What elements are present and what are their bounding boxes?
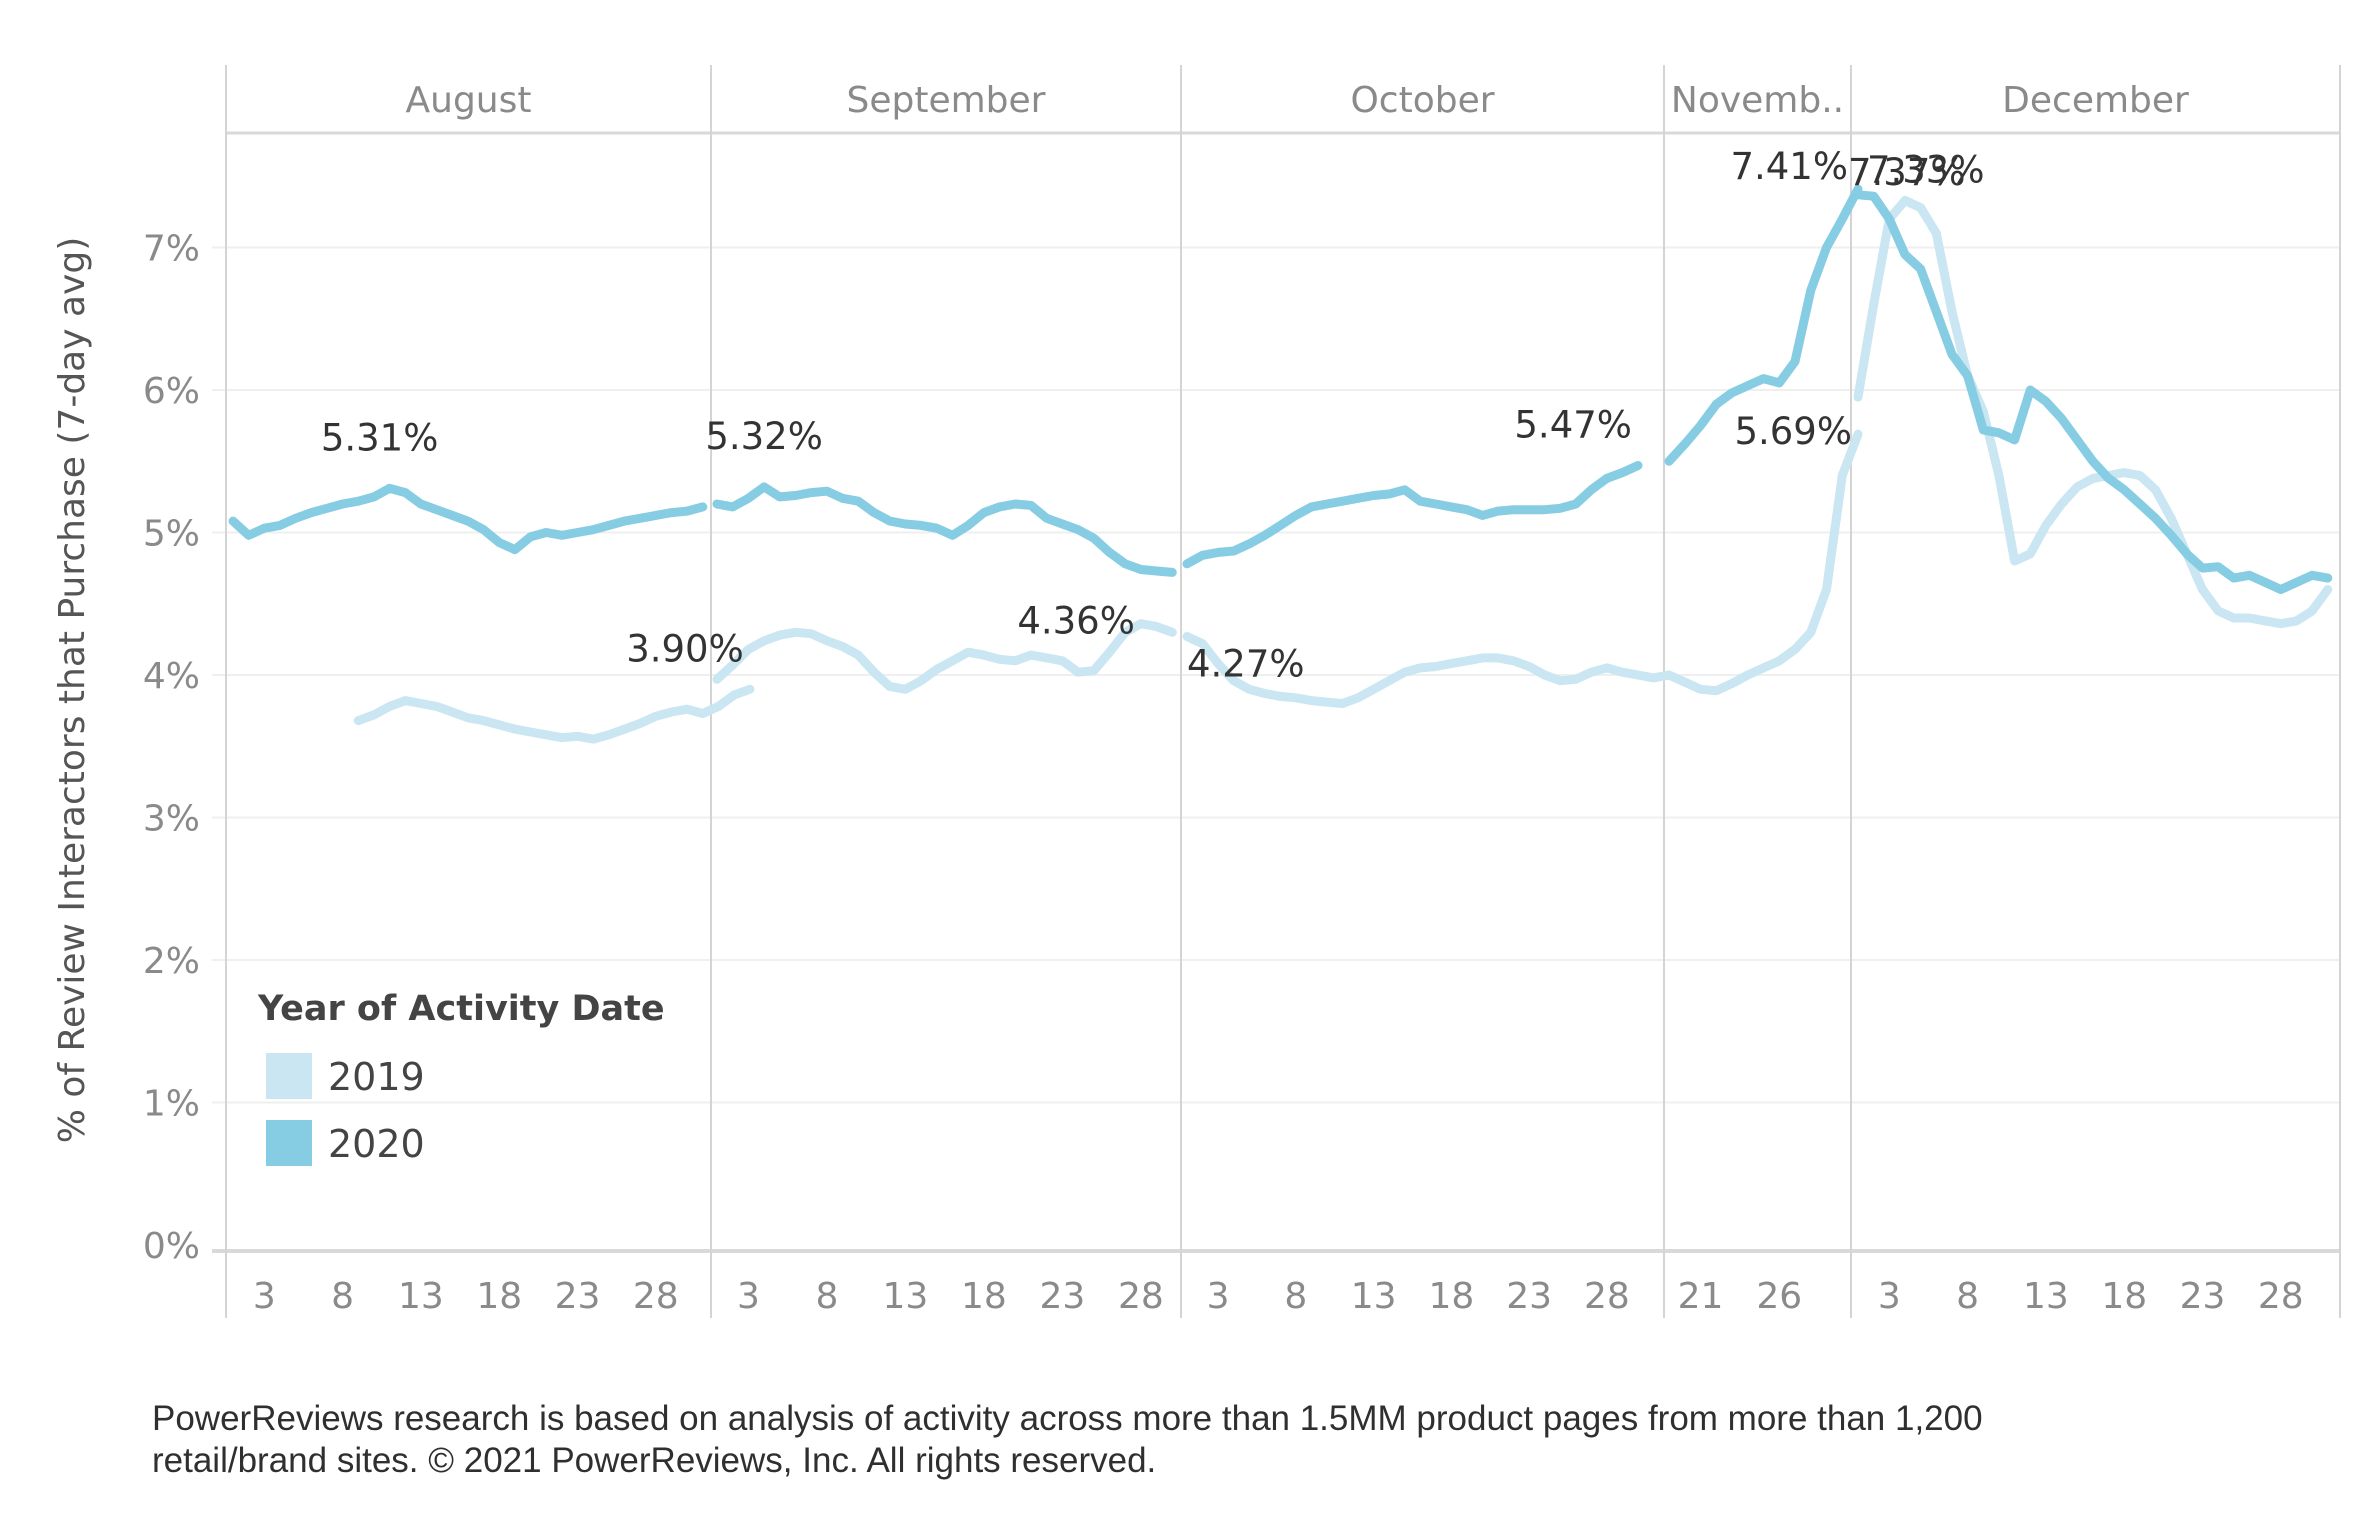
month-header: October <box>1350 80 1494 121</box>
y-axis-title: % of Review Interactors that Purchase (7… <box>52 237 93 1144</box>
data-label: 7.37% <box>1848 151 1966 194</box>
x-tick-label: 13 <box>1351 1276 1397 1317</box>
y-tick-label: 6% <box>143 371 200 412</box>
x-tick-label: 13 <box>2023 1276 2069 1317</box>
series-line-2020 <box>1664 184 1863 466</box>
month-header: September <box>847 80 1046 121</box>
x-tick-label: 3 <box>737 1276 760 1317</box>
x-tick-label: 28 <box>1584 1276 1630 1317</box>
x-tick-label: 13 <box>882 1276 928 1317</box>
x-tick-label: 28 <box>2258 1276 2304 1317</box>
month-header: December <box>2002 80 2189 121</box>
series-line-2019 <box>353 684 755 744</box>
y-tick-label: 3% <box>143 799 200 840</box>
x-tick-label: 23 <box>1506 1276 1552 1317</box>
footer-line-2: retail/brand sites. © 2021 PowerReviews,… <box>152 1441 1157 1480</box>
month-header: August <box>406 80 532 121</box>
x-tick-label: 3 <box>1878 1276 1901 1317</box>
data-label: 7.41% <box>1730 145 1848 188</box>
x-tick-label: 18 <box>961 1276 1007 1317</box>
series-line-2020 <box>1853 190 2333 594</box>
x-tick-label: 28 <box>633 1276 679 1317</box>
series <box>228 184 2333 744</box>
series-line-2019 <box>1182 632 1674 708</box>
x-axis-ticks: 3 8 13 18 23 28 3 8 13 18 23 28 3 8 13 18 23 28 21 26 3 8 13 18… <box>253 1276 2304 1317</box>
legend-item-2019[interactable]: 2019 <box>266 1053 425 1099</box>
y-tick-label: 7% <box>143 229 200 270</box>
y-tick-label: 1% <box>143 1084 200 1125</box>
x-tick-label: 26 <box>1756 1276 1802 1317</box>
series-line-2020 <box>1182 461 1643 569</box>
x-tick-label: 18 <box>476 1276 522 1317</box>
legend-label-2019: 2019 <box>328 1055 425 1099</box>
data-label: 4.36% <box>1017 600 1135 643</box>
data-label: 5.32% <box>705 415 823 458</box>
x-tick-label: 13 <box>398 1276 444 1317</box>
x-tick-label: 21 <box>1678 1276 1724 1317</box>
y-tick-label: 4% <box>143 656 200 697</box>
footer-disclaimer: PowerReviews research is based on analys… <box>152 1398 2302 1482</box>
x-tick-label: 23 <box>2180 1276 2226 1317</box>
month-headers: August September October Novemb.. December <box>406 80 2190 121</box>
x-tick-label: 18 <box>1428 1276 1474 1317</box>
x-tick-label: 8 <box>1956 1276 1979 1317</box>
series-line-2019 <box>1853 196 2333 629</box>
series-line-2019 <box>1664 429 1863 696</box>
x-tick-label: 28 <box>1118 1276 1164 1317</box>
data-label: 7.33% <box>1867 148 1985 191</box>
data-label: 3.90% <box>626 627 744 670</box>
series-line-2019 <box>712 619 1177 694</box>
y-tick-label: 5% <box>143 514 200 555</box>
footer-line-1: PowerReviews research is based on analys… <box>152 1399 1983 1438</box>
data-label: 5.69% <box>1734 410 1852 453</box>
x-tick-label: 8 <box>1284 1276 1307 1317</box>
data-label: 5.31% <box>321 416 439 459</box>
legend-label-2020: 2020 <box>328 1122 425 1166</box>
month-header: Novemb.. <box>1671 80 1844 121</box>
y-tick-label: 2% <box>143 941 200 982</box>
y-axis-ticks: 0% 1% 2% 3% 4% 5% 6% 7% <box>143 229 200 1268</box>
series-line-2020 <box>228 483 708 555</box>
legend-title: Year of Activity Date <box>257 989 665 1029</box>
legend: Year of Activity Date 2019 2020 <box>257 989 665 1166</box>
series-line-2020 <box>712 482 1177 577</box>
x-tick-label: 23 <box>555 1276 601 1317</box>
x-tick-label: 3 <box>1207 1276 1230 1317</box>
x-tick-label: 8 <box>331 1276 354 1317</box>
x-tick-label: 23 <box>1039 1276 1085 1317</box>
x-tick-label: 3 <box>253 1276 276 1317</box>
x-tick-label: 8 <box>815 1276 838 1317</box>
data-label: 4.27% <box>1187 643 1305 686</box>
y-tick-label: 0% <box>143 1226 200 1267</box>
legend-item-2020[interactable]: 2020 <box>266 1120 425 1166</box>
data-labels: 5.31% 5.32% 3.90% 4.36% 4.27% 5.47% 5.69% 7.41%… <box>321 145 1985 685</box>
legend-swatch-2019 <box>266 1053 312 1099</box>
x-tick-label: 18 <box>2101 1276 2147 1317</box>
legend-swatch-2020 <box>266 1120 312 1166</box>
chart-frame <box>212 65 2341 1318</box>
data-label: 5.47% <box>1514 404 1632 447</box>
